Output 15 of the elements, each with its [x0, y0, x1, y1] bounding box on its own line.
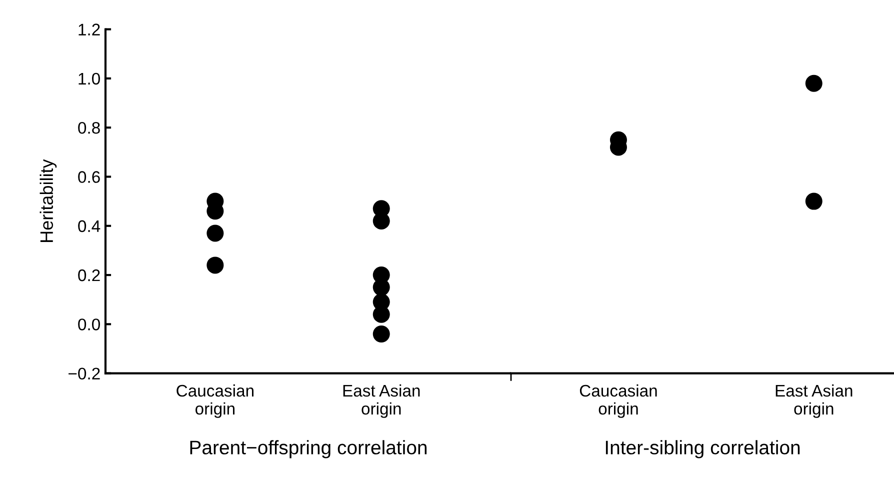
y-tick-label: 1.2: [78, 24, 100, 36]
y-tick-label: 0.2: [78, 269, 100, 282]
y-tick-label: 0.0: [78, 318, 100, 330]
y-tick-label: −0.2: [68, 368, 100, 380]
x-tick-label: East Asian origin: [343, 384, 420, 418]
y-tick-label: 0.6: [78, 171, 100, 183]
y-tick-label: 0.8: [78, 122, 100, 134]
y-axis-title: Heritability: [40, 159, 57, 242]
x-axis-title: Parent−offspring correlation: [190, 440, 427, 458]
y-tick-label: 1.0: [78, 72, 100, 85]
x-tick-label: Caucasian origin: [176, 384, 254, 418]
x-tick-label: East Asian origin: [776, 384, 852, 418]
x-axis-title: Inter-sibling correlation: [606, 440, 800, 458]
y-tick-label: 0.4: [78, 220, 100, 232]
x-tick-label: Caucasian origin: [580, 384, 657, 418]
